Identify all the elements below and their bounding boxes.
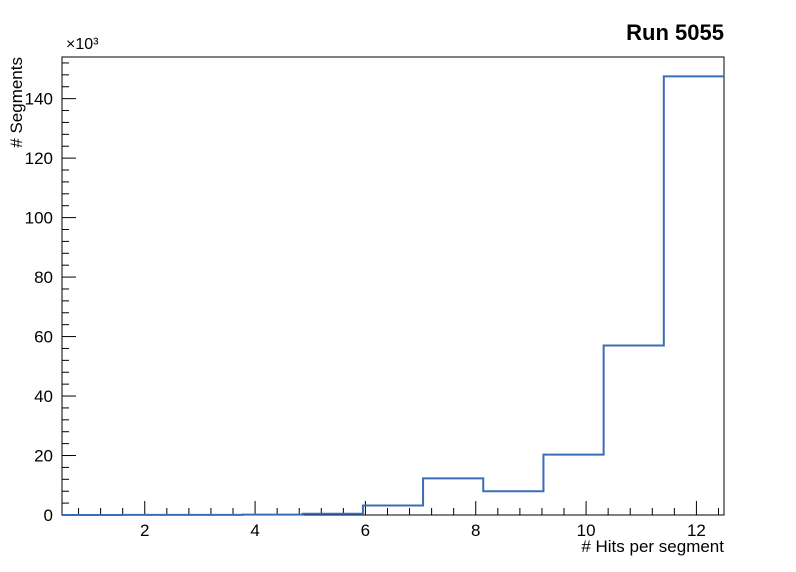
y-tick-label: 0 — [44, 506, 53, 525]
y-tick-label: 80 — [34, 268, 53, 287]
y-axis-title: # Segments — [7, 57, 26, 148]
x-tick-label: 12 — [687, 521, 706, 540]
x-tick-label: 2 — [140, 521, 149, 540]
plot-frame — [61, 56, 725, 516]
y-tick-label: 100 — [25, 209, 53, 228]
y-tick-label: 60 — [34, 328, 53, 347]
y-tick-label: 20 — [34, 447, 53, 466]
x-tick-label: 10 — [577, 521, 596, 540]
y-tick-label: 40 — [34, 387, 53, 406]
y-tick-label: 140 — [25, 90, 53, 109]
histogram-step-line — [62, 75, 724, 516]
x-tick-label: 4 — [250, 521, 259, 540]
y-axis-ticks: 0 20 40 60 80 100 120 140 — [25, 62, 76, 525]
x-axis-title: # Hits per segment — [581, 537, 724, 556]
y-tick-label: 120 — [25, 149, 53, 168]
x-tick-label: 8 — [471, 521, 480, 540]
y-axis-multiplier: ×10³ — [66, 36, 99, 53]
x-axis-ticks: 2 4 6 8 10 12 — [78, 501, 719, 540]
x-tick-label: 6 — [361, 521, 370, 540]
plot-title: Run 5055 — [626, 20, 724, 45]
